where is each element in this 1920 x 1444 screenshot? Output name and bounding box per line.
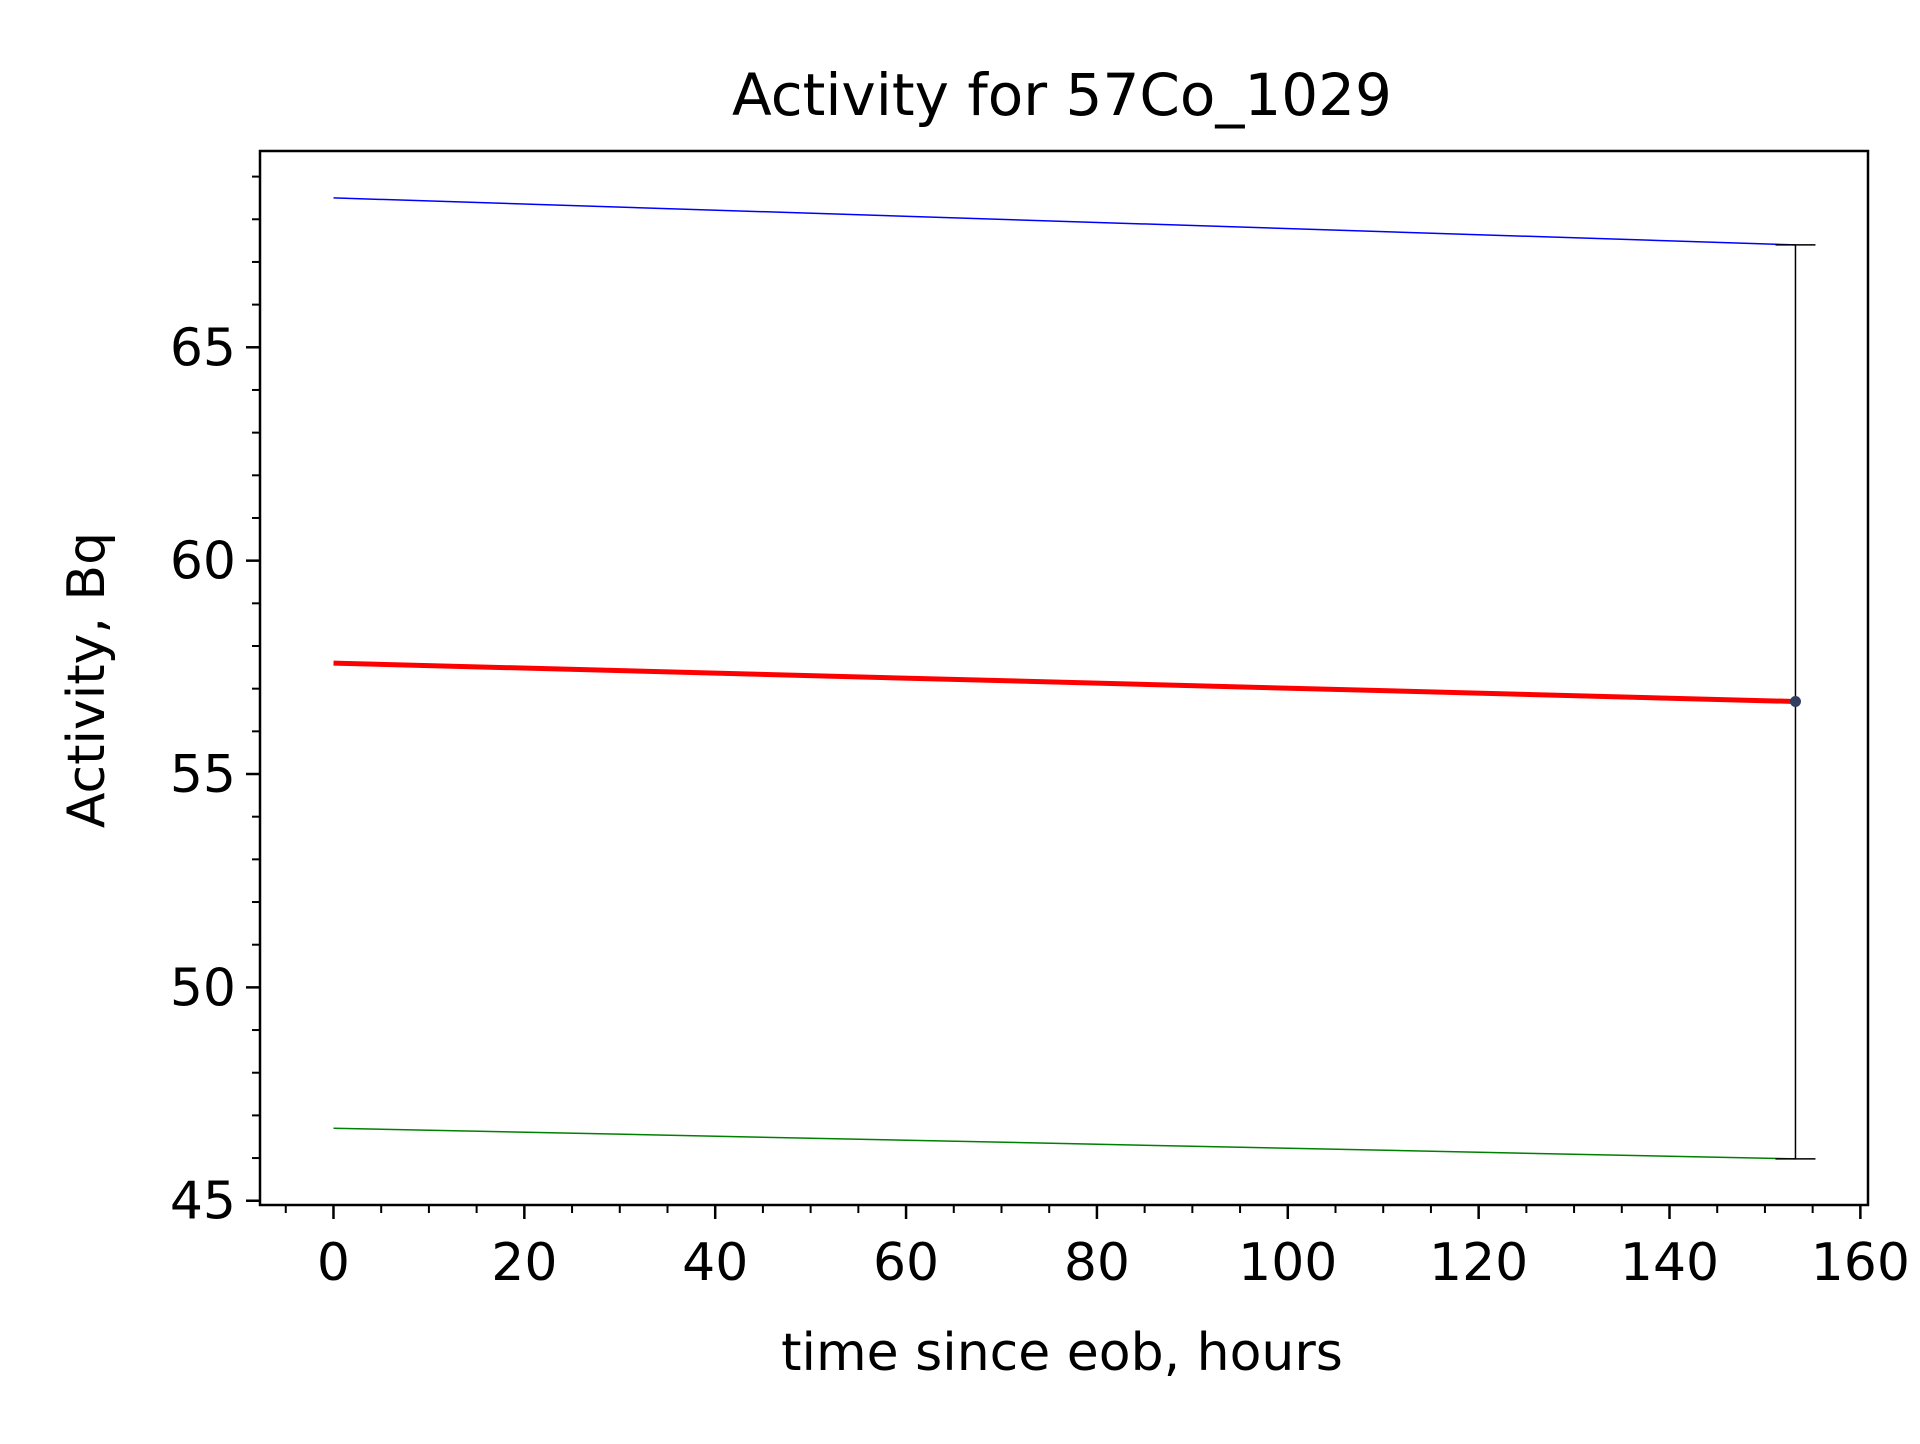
x-tick-label: 160 bbox=[1811, 1233, 1910, 1293]
minor-ticks bbox=[252, 175, 1814, 1213]
x-tick-label: 140 bbox=[1620, 1233, 1719, 1293]
y-tick-label: 55 bbox=[170, 745, 236, 805]
x-tick-label: 100 bbox=[1238, 1233, 1337, 1293]
chart-title: Activity for 57Co_1029 bbox=[732, 61, 1392, 129]
series-line-lower bbox=[333, 1127, 1796, 1160]
y-tick-label: 45 bbox=[170, 1172, 236, 1232]
x-tick-label: 120 bbox=[1429, 1233, 1528, 1293]
major-ticks: 0 20 40 60 80 100 120 140 160 45 50 55 60 65 bbox=[170, 318, 1910, 1293]
points-layer bbox=[1775, 244, 1816, 1160]
x-tick-label: 40 bbox=[682, 1233, 748, 1293]
x-tick-label: 20 bbox=[491, 1233, 557, 1293]
x-tick-label: 60 bbox=[873, 1233, 939, 1293]
series-line-fit bbox=[333, 660, 1796, 704]
y-tick-label: 50 bbox=[170, 958, 236, 1018]
series-layer bbox=[333, 197, 1796, 1160]
y-axis-label: Activity, Bq bbox=[57, 532, 117, 828]
x-axis-label: time since eob, hours bbox=[781, 1323, 1343, 1383]
x-tick-label: 80 bbox=[1064, 1233, 1130, 1293]
x-tick-label: 0 bbox=[317, 1233, 350, 1293]
plot-area-frame bbox=[258, 149, 1870, 1207]
y-tick-label: 60 bbox=[170, 532, 236, 592]
data-point bbox=[1789, 695, 1801, 707]
series-line-upper bbox=[333, 197, 1796, 246]
y-tick-label: 65 bbox=[170, 318, 236, 378]
